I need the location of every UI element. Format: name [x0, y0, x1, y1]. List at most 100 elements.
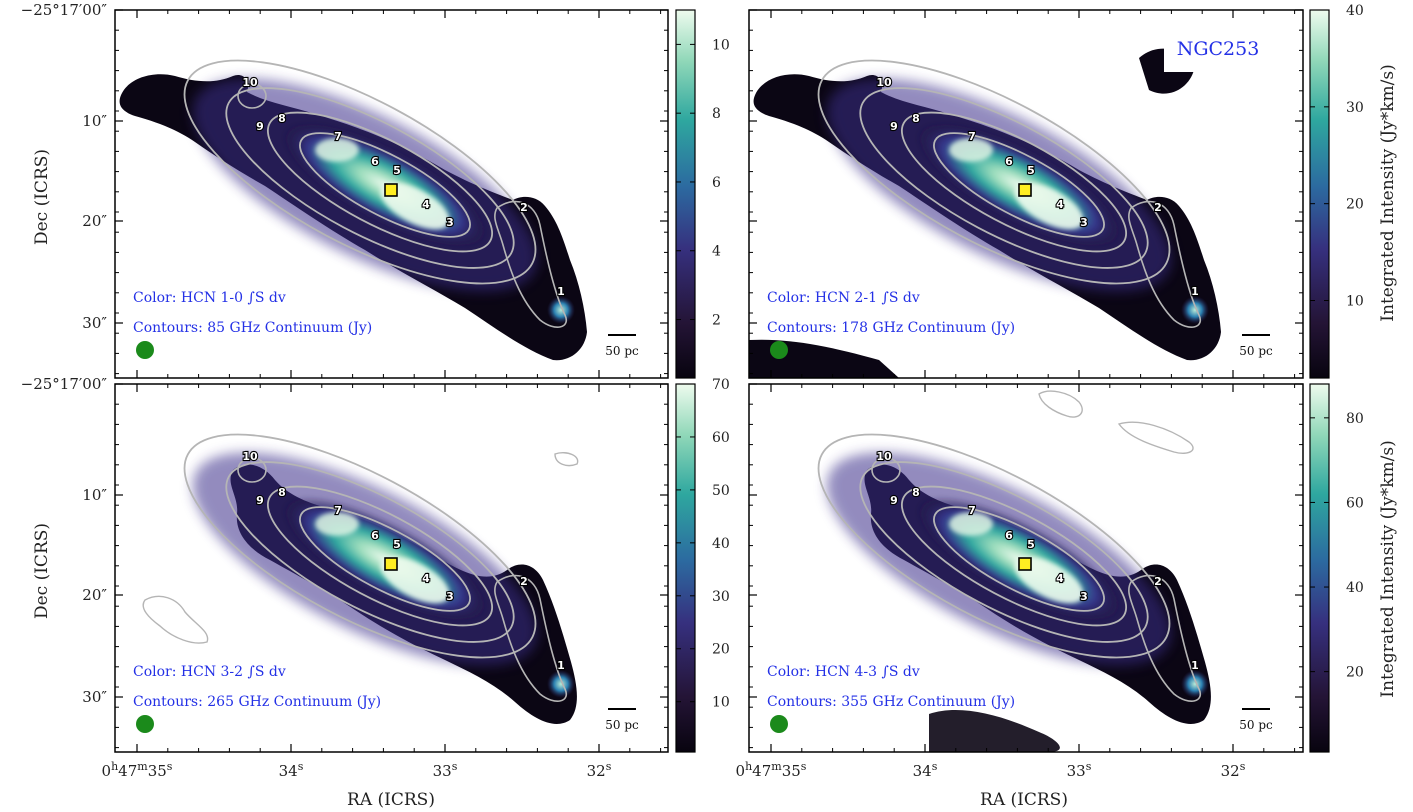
- region-label-4: 4: [422, 572, 430, 585]
- colorbar-tick-label: 80: [1346, 411, 1364, 427]
- scale-bar-label: 50 pc: [605, 718, 639, 732]
- y-tick-label: −25°17′00″: [21, 375, 108, 393]
- panel-frame: [114, 9, 669, 379]
- region-label-3: 3: [446, 590, 454, 603]
- colorbar-tick-label: 60: [1346, 495, 1364, 511]
- x-tick-label: 0h47m35s: [736, 760, 807, 780]
- map-panel-hcn10: 1 2 3 4 5 6 7 8 9 10 Color: HCN 1-0 ∫S dv Contours:…: [21, 1, 669, 379]
- colorbar-gradient: [1309, 383, 1330, 753]
- colorbar-tick-label: 2: [712, 313, 721, 329]
- contour-line: [817, 59, 1171, 285]
- y-axis-title-bottom: Dec (ICRS): [32, 523, 52, 619]
- colorbar-gradient: [1309, 9, 1330, 379]
- contour-line: [900, 485, 1128, 627]
- contour-noise: [1038, 390, 1083, 418]
- region-label-8: 8: [278, 112, 286, 125]
- region-label-7: 7: [334, 130, 342, 143]
- region-label-5: 5: [1027, 538, 1035, 551]
- y-tick-label: 20″: [82, 212, 107, 230]
- region-label-6: 6: [1005, 155, 1013, 168]
- region-label-9: 9: [890, 494, 898, 507]
- region-label-5: 5: [393, 164, 401, 177]
- contour-line: [859, 87, 1149, 269]
- colorbar-tick-label: 6: [712, 175, 721, 191]
- scale-bar-label: 50 pc: [1239, 718, 1273, 732]
- region-label-1: 1: [557, 285, 565, 298]
- colorbar-title-bottom: Integrated Intensity (Jy*km/s): [1378, 440, 1398, 697]
- colorbar-tick-label: 10: [1346, 294, 1364, 310]
- contour-line: [225, 461, 515, 643]
- emission-edge: [929, 710, 1060, 752]
- x-tick-label: 32s: [1221, 760, 1246, 780]
- y-axis-title-top: Dec (ICRS): [32, 149, 52, 245]
- colorbar-tick-label: 70: [712, 377, 730, 393]
- colorbar-hcn32: 10 20 30 40 50 60 70: [675, 377, 730, 753]
- contour-line: [871, 457, 901, 483]
- region-label-10: 10: [876, 76, 892, 89]
- emission-knot-1: [547, 296, 575, 324]
- region-label-5: 5: [393, 538, 401, 551]
- colorbar-tick-label: 8: [712, 106, 721, 122]
- y-tick-label: 10″: [82, 112, 107, 130]
- contour-label: Contours: 178 GHz Continuum (Jy): [767, 320, 1015, 336]
- contour-line: [494, 574, 568, 702]
- colorbar-gradient: [675, 383, 696, 753]
- map-panel-hcn21: 1 2 3 4 5 6 7 8 9 10 Color: HCN 2-1 ∫S dv Contours:…: [748, 9, 1304, 379]
- region-label-2: 2: [520, 575, 528, 588]
- region-label-9: 9: [256, 494, 264, 507]
- yellow-square-marker: [1018, 183, 1032, 197]
- region-label-1: 1: [557, 659, 565, 672]
- galaxy-badge: NGC253: [1177, 38, 1260, 60]
- panel-frame: [114, 383, 669, 753]
- x-tick-label: 34s: [279, 760, 304, 780]
- region-label-5: 5: [1027, 164, 1035, 177]
- colorbar-tick-label: 20: [1346, 197, 1364, 213]
- contour-line: [266, 485, 494, 627]
- contour-line: [1128, 200, 1202, 328]
- region-label-2: 2: [1154, 201, 1162, 214]
- contour-line: [900, 111, 1128, 253]
- yellow-square-marker: [384, 557, 398, 571]
- colorbar-tick-label: 60: [712, 430, 730, 446]
- region-label-8: 8: [912, 112, 920, 125]
- region-label-4: 4: [1056, 572, 1064, 585]
- region-label-1: 1: [1191, 659, 1199, 672]
- emission-knot-1: [1181, 296, 1209, 324]
- map-panel-hcn32: 1 2 3 4 5 6 7 8 9 10 Color: HCN 3-2 ∫S dv Contours:…: [21, 375, 669, 780]
- panel-frame: [748, 9, 1304, 379]
- colorbar-tick-label: 40: [1346, 3, 1364, 19]
- panel-frame: [748, 383, 1304, 753]
- x-tick-label: 34s: [913, 760, 938, 780]
- green-circle-beam: [136, 341, 154, 359]
- contour-line: [237, 83, 267, 109]
- colorbar-tick-label: 40: [712, 536, 730, 552]
- x-tick-label: 0h47m35s: [102, 760, 173, 780]
- contour-line: [183, 433, 537, 659]
- contour-noise: [1117, 421, 1194, 454]
- contour-line: [225, 87, 515, 269]
- color-label: Color: HCN 4-3 ∫S dv: [767, 664, 920, 680]
- region-label-6: 6: [371, 155, 379, 168]
- region-label-7: 7: [334, 504, 342, 517]
- emission-knot-1: [1181, 670, 1209, 698]
- y-tick-label: 20″: [82, 586, 107, 604]
- contour-line: [237, 457, 267, 483]
- region-label-3: 3: [1080, 216, 1088, 229]
- colorbar-tick-label: 20: [712, 642, 730, 658]
- y-tick-label: 30″: [82, 314, 107, 332]
- scale-bar-label: 50 pc: [1239, 344, 1273, 358]
- x-tick-label: 32s: [587, 760, 612, 780]
- region-label-7: 7: [968, 504, 976, 517]
- colorbar-title-top: Integrated Intensity (Jy*km/s): [1378, 64, 1398, 321]
- emission-knot-1: [547, 670, 575, 698]
- contour-line: [933, 132, 1105, 238]
- colorbar-tick-label: 40: [1346, 580, 1364, 596]
- region-label-2: 2: [1154, 575, 1162, 588]
- contour-line: [1128, 574, 1202, 702]
- contour-line: [859, 461, 1149, 643]
- region-label-10: 10: [242, 450, 258, 463]
- colorbar-gradient: [675, 9, 696, 379]
- green-circle-beam: [770, 341, 788, 359]
- region-label-9: 9: [256, 120, 264, 133]
